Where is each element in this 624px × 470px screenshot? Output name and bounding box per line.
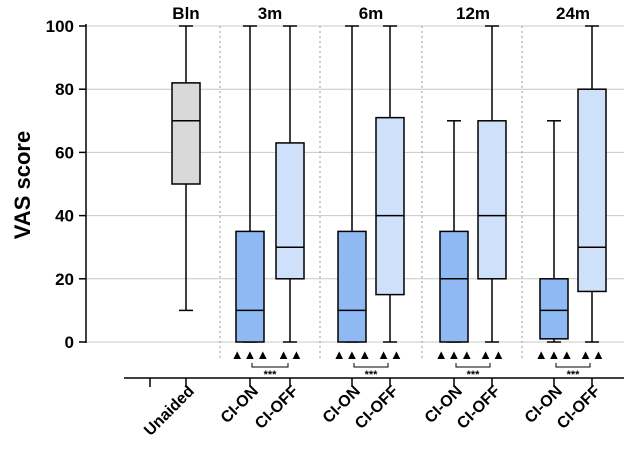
significance-label: *** xyxy=(467,369,481,381)
box-12m-ci-off xyxy=(477,25,507,343)
box-3m-ci-on xyxy=(235,25,265,343)
significance-label: *** xyxy=(567,369,581,381)
x-label-ci-off: CI-OFF xyxy=(554,383,604,433)
y-tick-label: 60 xyxy=(55,143,74,162)
significance-bracket xyxy=(555,363,591,368)
significance-triangles: ▲▲▲ xyxy=(333,347,372,362)
x-label-unaided: Unaided xyxy=(141,383,198,440)
x-label-ci-off: CI-OFF xyxy=(454,383,504,433)
iqr-box xyxy=(235,230,265,343)
x-label-ci-off: CI-OFF xyxy=(252,383,302,433)
significance-triangles: ▲▲ xyxy=(377,347,403,362)
y-tick-label: 20 xyxy=(55,270,74,289)
group-label-bln: Bln xyxy=(172,4,199,23)
y-tick-label: 0 xyxy=(65,333,74,352)
significance-bracket xyxy=(353,363,389,368)
iqr-box xyxy=(375,116,405,296)
significance-triangles: ▲▲ xyxy=(277,347,303,362)
axes xyxy=(79,24,624,387)
significance-triangles: ▲▲ xyxy=(579,347,605,362)
iqr-box xyxy=(337,230,367,343)
significance-bracket xyxy=(455,363,491,368)
significance-label: *** xyxy=(264,369,278,381)
y-tick-label: 100 xyxy=(46,17,74,36)
iqr-box xyxy=(477,120,507,280)
x-label-ci-off: CI-OFF xyxy=(352,383,402,433)
iqr-box xyxy=(539,278,569,340)
iqr-box xyxy=(577,88,607,293)
significance-triangles: ▲▲▲ xyxy=(535,347,574,362)
iqr-box xyxy=(275,142,305,280)
iqr-box xyxy=(171,82,201,185)
y-tick-label: 80 xyxy=(55,80,74,99)
significance-triangles: ▲▲ xyxy=(479,347,505,362)
iqr-box xyxy=(439,230,469,343)
box-bln-unaided xyxy=(171,25,201,312)
box-24m-ci-on xyxy=(539,120,569,343)
group-label-12m: 12m xyxy=(456,4,490,23)
box-24m-ci-off xyxy=(577,25,607,343)
box-3m-ci-off xyxy=(275,25,305,343)
group-label-24m: 24m xyxy=(556,4,590,23)
group-label-3m: 3m xyxy=(258,4,283,23)
significance-triangles: ▲▲▲ xyxy=(435,347,474,362)
group-label-6m: 6m xyxy=(359,4,384,23)
box-6m-ci-on xyxy=(337,25,367,343)
significance-bracket xyxy=(251,363,289,368)
y-axis-title: VAS score xyxy=(10,131,35,239)
box-6m-ci-off xyxy=(375,25,405,343)
significance-triangles: ▲▲▲ xyxy=(231,347,270,362)
boxes xyxy=(171,25,607,343)
y-tick-label: 40 xyxy=(55,207,74,226)
group-separators xyxy=(219,26,523,360)
significance-label: *** xyxy=(365,369,379,381)
box-12m-ci-on xyxy=(439,120,469,343)
